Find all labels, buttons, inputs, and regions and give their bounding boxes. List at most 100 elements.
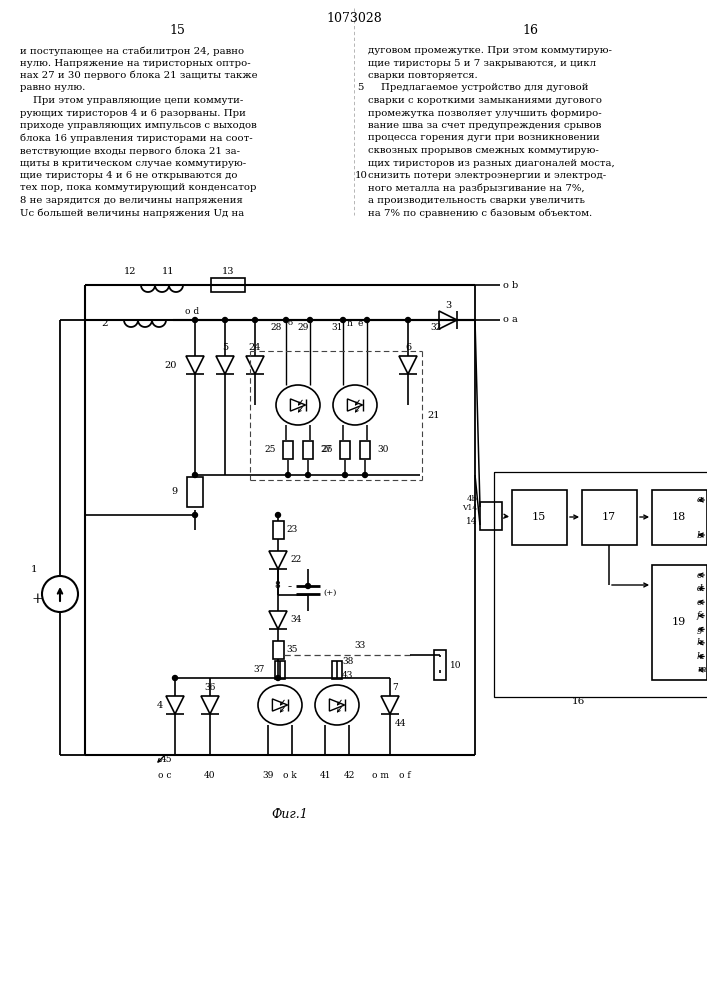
Text: o b: o b: [503, 280, 518, 290]
Text: (+): (+): [323, 589, 337, 597]
Text: 24: 24: [249, 342, 262, 352]
Text: Uс большей величины напряжения Uд на: Uс большей величины напряжения Uд на: [20, 209, 244, 218]
Bar: [340, 441, 350, 459]
Text: h: h: [347, 318, 353, 328]
Text: d: d: [697, 584, 703, 593]
Circle shape: [223, 318, 228, 322]
Text: 3: 3: [445, 302, 451, 310]
Text: 17: 17: [602, 512, 616, 522]
Bar: [480, 502, 502, 530]
Text: 5: 5: [357, 84, 363, 93]
Circle shape: [276, 512, 281, 518]
Text: промежутка позволяет улучшить формиро-: промежутка позволяет улучшить формиро-: [368, 108, 602, 117]
Text: 4b: 4b: [467, 495, 478, 503]
Text: e: e: [697, 598, 702, 607]
Text: а производительность сварки увеличить: а производительность сварки увеличить: [368, 196, 585, 205]
Bar: [582, 490, 637, 545]
Text: 34: 34: [290, 615, 301, 624]
Text: 16: 16: [522, 23, 538, 36]
Text: равно нулю.: равно нулю.: [20, 84, 86, 93]
Circle shape: [284, 318, 288, 322]
Circle shape: [173, 676, 177, 680]
Text: V14: V14: [462, 504, 477, 512]
Bar: [652, 565, 707, 680]
Text: 10: 10: [355, 171, 368, 180]
Text: a: a: [697, 495, 703, 504]
Text: 16: 16: [572, 698, 585, 706]
Text: 1: 1: [30, 564, 37, 574]
Text: +: +: [31, 592, 43, 606]
Text: 29: 29: [298, 324, 309, 332]
Bar: [360, 441, 370, 459]
Circle shape: [305, 473, 310, 478]
Text: блока 16 управления тиристорами на соот-: блока 16 управления тиристорами на соот-: [20, 133, 252, 143]
Text: 27: 27: [320, 446, 332, 454]
Text: f: f: [697, 611, 701, 620]
Circle shape: [341, 318, 346, 322]
Text: 9: 9: [171, 488, 177, 496]
Text: 15: 15: [532, 512, 546, 522]
Bar: [211, 278, 245, 292]
Text: 33: 33: [354, 641, 366, 650]
Circle shape: [192, 318, 197, 322]
Circle shape: [305, 584, 310, 588]
Text: o m: o m: [371, 770, 389, 780]
Text: m: m: [697, 666, 706, 674]
Text: снизить потери электроэнергии и электрод-: снизить потери электроэнергии и электрод…: [368, 171, 606, 180]
Text: 20: 20: [165, 360, 177, 369]
Circle shape: [252, 318, 257, 322]
Text: o f: o f: [399, 770, 411, 780]
Text: o k: o k: [283, 770, 297, 780]
Text: 5: 5: [222, 342, 228, 352]
Text: e: e: [357, 318, 363, 328]
Text: 2: 2: [102, 318, 108, 328]
Text: 41: 41: [320, 770, 331, 780]
Circle shape: [192, 512, 197, 518]
Text: нах 27 и 30 первого блока 21 защиты также: нах 27 и 30 первого блока 21 защиты такж…: [20, 71, 257, 81]
Text: 22: 22: [290, 556, 301, 564]
Text: При этом управляющие цепи коммути-: При этом управляющие цепи коммути-: [20, 96, 243, 105]
Text: 38: 38: [342, 658, 354, 666]
Text: 37: 37: [254, 666, 265, 674]
Text: тех пор, пока коммутирующий конденсатор: тех пор, пока коммутирующий конденсатор: [20, 184, 257, 192]
Text: k: k: [697, 652, 703, 661]
Bar: [272, 641, 284, 659]
Text: Фиг.1: Фиг.1: [271, 808, 308, 822]
Text: 44: 44: [395, 718, 407, 728]
Bar: [332, 661, 342, 679]
Text: на 7% по сравнению с базовым объектом.: на 7% по сравнению с базовым объектом.: [368, 209, 592, 218]
Text: 13: 13: [222, 266, 234, 275]
Text: o c: o c: [158, 770, 172, 780]
Text: Предлагаемое устройство для дуговой: Предлагаемое устройство для дуговой: [368, 84, 588, 93]
Text: сквозных прорывов смежных коммутирую-: сквозных прорывов смежных коммутирую-: [368, 146, 599, 155]
Bar: [272, 521, 284, 539]
Text: 10: 10: [450, 660, 462, 670]
Text: 6: 6: [405, 342, 411, 352]
Text: g: g: [697, 625, 703, 634]
Text: 23: 23: [286, 526, 297, 534]
Circle shape: [286, 473, 291, 478]
Text: сварки с короткими замыканиями дугового: сварки с короткими замыканиями дугового: [368, 96, 602, 105]
Text: 28: 28: [270, 324, 281, 332]
Text: 19: 19: [672, 617, 686, 627]
Text: 15: 15: [169, 23, 185, 36]
Text: 12: 12: [124, 266, 136, 275]
Text: 42: 42: [344, 770, 355, 780]
Circle shape: [192, 473, 197, 478]
Bar: [494, 472, 707, 697]
Bar: [652, 490, 707, 545]
Text: 1073028: 1073028: [326, 11, 382, 24]
Text: c: c: [697, 570, 702, 580]
Text: h: h: [697, 638, 703, 647]
Bar: [303, 441, 313, 459]
Text: и поступающее на стабилитрон 24, равно: и поступающее на стабилитрон 24, равно: [20, 46, 244, 55]
Text: 32: 32: [430, 324, 441, 332]
Text: щие тиристоры 5 и 7 закрываются, и цикл: щие тиристоры 5 и 7 закрываются, и цикл: [368, 58, 596, 68]
Text: 35: 35: [286, 646, 298, 654]
Text: 25: 25: [264, 446, 276, 454]
Text: -: -: [288, 580, 292, 593]
Text: 21: 21: [427, 410, 440, 420]
Text: 26: 26: [322, 446, 333, 454]
Text: 8: 8: [274, 580, 280, 589]
Text: 36: 36: [204, 682, 216, 692]
